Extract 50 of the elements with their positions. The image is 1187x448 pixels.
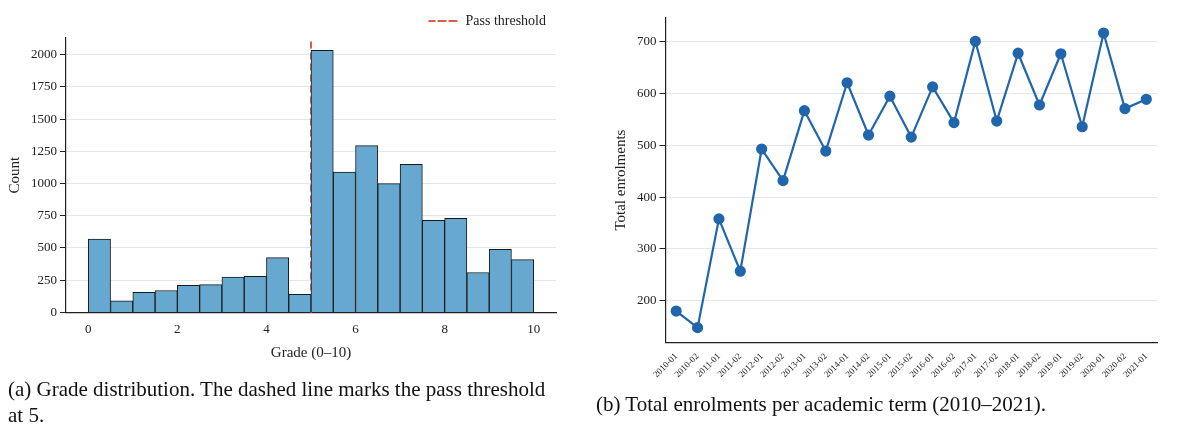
point — [670, 305, 682, 317]
point — [756, 143, 768, 155]
point — [841, 77, 853, 89]
point — [1012, 47, 1024, 59]
point — [798, 105, 810, 117]
point — [734, 265, 746, 277]
x-axis-title: Grade (0–10) — [270, 343, 352, 361]
y-tick-label: 500 — [637, 136, 657, 152]
y-tick-label: 1750 — [31, 78, 57, 94]
point — [691, 322, 704, 334]
y-tick-label: 0 — [50, 303, 57, 319]
point — [1033, 99, 1046, 111]
point — [1119, 103, 1131, 115]
legend-label: Pass threshold — [465, 12, 546, 28]
text: (a) Grade distribution. The dashed line marks the pass threshold at 5. — [7, 376, 547, 428]
y-tick-label: 500 — [37, 239, 57, 255]
x-tick-label: 4 — [263, 320, 271, 336]
y-tick-label: 300 — [637, 240, 657, 256]
y-tick-label: 1500 — [31, 110, 57, 126]
y-tick-label: 1000 — [31, 175, 57, 190]
point — [820, 145, 832, 157]
point — [927, 81, 939, 93]
y-tick-label: 2000 — [31, 46, 57, 62]
point — [884, 90, 896, 102]
x-tick-label: 0 — [85, 320, 92, 336]
point — [969, 35, 981, 47]
y-tick-label: 700 — [637, 33, 657, 49]
y-axis-title: Count — [5, 156, 22, 194]
point — [948, 117, 960, 129]
point — [1055, 48, 1067, 60]
x-tick-label: 6 — [352, 320, 360, 336]
point — [713, 213, 725, 225]
point — [905, 131, 917, 143]
y-tick-label: 600 — [637, 85, 657, 101]
y-tick-label: 750 — [37, 207, 57, 223]
point — [862, 129, 875, 141]
point — [1140, 93, 1152, 105]
point — [1097, 27, 1110, 39]
y-tick-label: 200 — [637, 292, 657, 308]
y-tick-label: 400 — [637, 188, 657, 204]
y-axis-title: Total enrolments — [611, 129, 628, 231]
point — [991, 115, 1003, 127]
point — [1076, 121, 1088, 133]
x-tick-label: 8 — [441, 320, 448, 336]
x-tick-label: 2 — [174, 320, 181, 336]
point — [777, 174, 789, 187]
y-tick-label: 1250 — [31, 142, 57, 158]
y-tick-label: 250 — [37, 271, 57, 287]
text: (b) Total enrolments per academic term (2010–2021). — [595, 391, 1048, 417]
x-tick-label: 10 — [527, 320, 541, 336]
